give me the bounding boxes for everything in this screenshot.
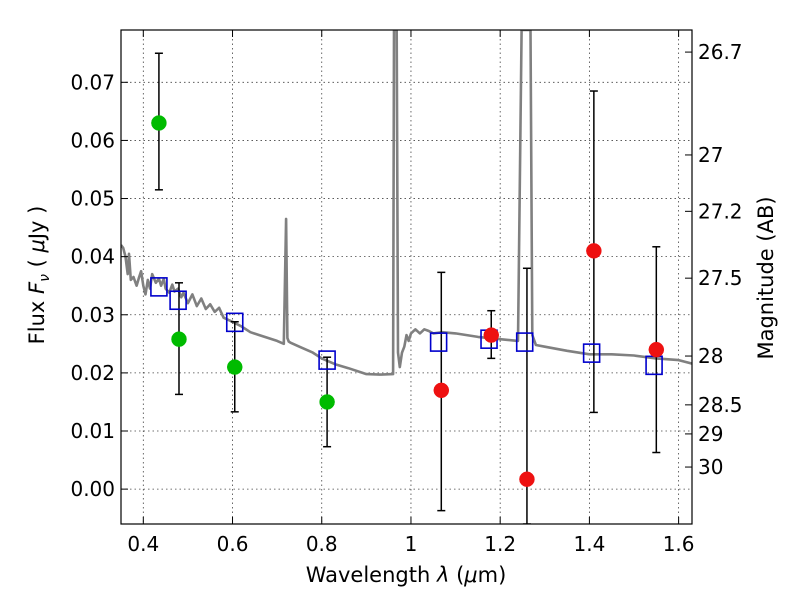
y-axis-label-right: Magnitude (AB) xyxy=(754,196,778,359)
model-squares-layer xyxy=(150,277,663,376)
x-tick-label: 1 xyxy=(405,532,418,556)
plot-frame xyxy=(120,29,693,525)
right-tick-label: 27 xyxy=(698,143,723,167)
plot-area xyxy=(121,30,692,524)
x-tick-label: 0.4 xyxy=(127,532,159,556)
red-data-point xyxy=(586,243,602,259)
y-tick-label: 0.01 xyxy=(70,419,115,443)
model-square-marker xyxy=(169,290,187,311)
y-axis-label: Flux Fν ( μJy ) xyxy=(25,206,53,345)
y-tick-labels: 0.00 0.01 0.02 0.03 0.04 0.05 0.06 0.07 xyxy=(70,70,115,501)
error-bars-layer xyxy=(154,52,661,524)
x-tick-labels: 0.4 0.6 0.8 1 1.2 1.4 1.6 xyxy=(127,532,694,556)
observed-points-layer xyxy=(151,115,665,487)
red-data-point xyxy=(519,471,535,487)
right-tick-label: 30 xyxy=(698,455,723,479)
model-square-marker xyxy=(318,350,336,370)
model-square-marker xyxy=(582,343,601,363)
right-tick-labels: 26.7 27 27.2 27.5 28 28.5 29 30 xyxy=(698,40,743,479)
y-tick-label: 0.03 xyxy=(70,303,115,327)
y-tick-label: 0.06 xyxy=(70,128,115,152)
y-tick-label: 0.05 xyxy=(70,187,115,211)
model-square-marker xyxy=(429,332,448,352)
axis-ticks xyxy=(121,30,692,524)
model-sed-line xyxy=(121,30,692,376)
green-data-point xyxy=(227,359,243,375)
model-square-marker xyxy=(225,312,244,333)
y-tick-label: 0.02 xyxy=(70,361,115,385)
right-tick-label: 27.2 xyxy=(698,199,743,223)
grid-lines xyxy=(121,30,692,524)
x-tick-label: 1.4 xyxy=(573,532,605,556)
x-axis-label: Wavelength λ (μm) xyxy=(306,563,507,587)
right-tick-label: 27.5 xyxy=(698,266,743,290)
right-tick-label: 26.7 xyxy=(698,40,743,64)
green-data-point xyxy=(151,115,167,131)
red-data-point xyxy=(648,341,665,358)
x-tick-label: 1.2 xyxy=(484,532,516,556)
green-data-point xyxy=(171,331,187,347)
red-data-point xyxy=(483,327,500,343)
model-square-marker xyxy=(515,332,534,352)
green-data-point xyxy=(319,394,335,410)
y-tick-label: 0.04 xyxy=(70,245,115,269)
y-tick-label: 0.07 xyxy=(70,70,115,94)
model-square-marker xyxy=(150,277,168,297)
x-tick-label: 0.8 xyxy=(306,532,338,556)
model-sed-layer xyxy=(121,30,692,376)
y-tick-label: 0.00 xyxy=(70,477,115,501)
red-data-point xyxy=(433,382,450,399)
right-tick-label: 29 xyxy=(698,422,723,446)
x-tick-label: 0.6 xyxy=(217,532,249,556)
right-tick-label: 28.5 xyxy=(698,393,743,417)
right-tick-label: 28 xyxy=(698,344,723,368)
x-tick-label: 1.6 xyxy=(663,532,695,556)
